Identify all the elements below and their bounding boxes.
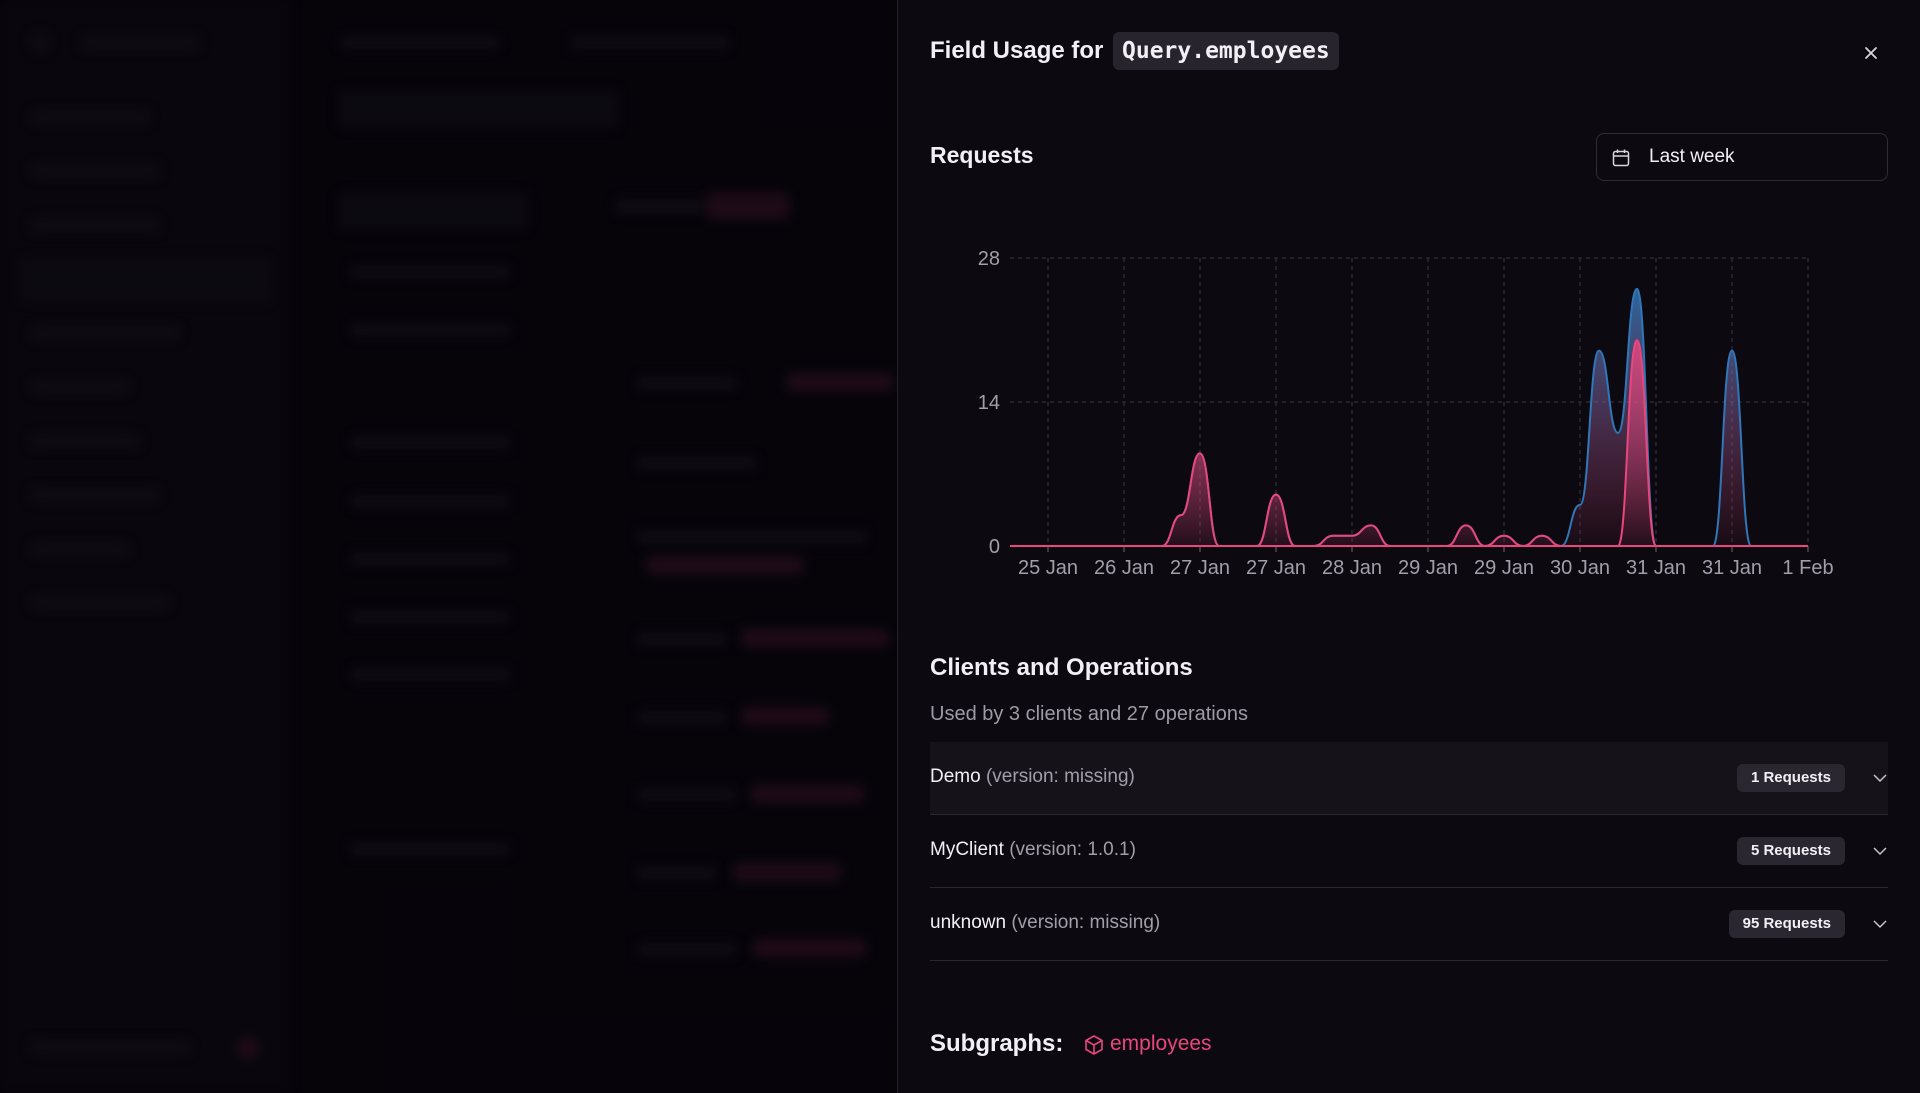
- client-version: (version: missing): [1011, 912, 1161, 933]
- section-title: Requests: [930, 142, 1034, 168]
- y-tick-label: 28: [978, 248, 1000, 270]
- x-tick-label: 29 Jan: [1474, 557, 1534, 579]
- section-title: Clients and Operations: [930, 654, 1193, 681]
- client-name: unknown: [930, 912, 1007, 933]
- client-row[interactable]: MyClient (version: 1.0.1) 5 Requests: [930, 815, 1888, 888]
- client-name: MyClient: [930, 839, 1004, 860]
- line: [1009, 339, 1808, 548]
- date-range-picker[interactable]: Last week: [1596, 133, 1888, 181]
- y-tick-label: 14: [978, 392, 1000, 414]
- x-tick-label: 1 Feb: [1782, 557, 1833, 579]
- area: [1010, 288, 1808, 546]
- x-tick-label: 26 Jan: [1094, 557, 1154, 579]
- x-tick-label: 25 Jan: [1018, 557, 1078, 579]
- expand-chevron[interactable]: [1872, 771, 1888, 785]
- area: [1010, 340, 1808, 546]
- section-subtitle: Used by 3 clients and 27 operations: [930, 703, 1248, 725]
- x-tick-label: 27 Jan: [1246, 557, 1306, 579]
- x-tick-label: 30 Jan: [1550, 557, 1610, 579]
- x-tick-label: 31 Jan: [1702, 557, 1762, 579]
- x-tick-label: 28 Jan: [1322, 557, 1382, 579]
- side-panel: Field Usage for Query.employees Requests…: [897, 0, 1920, 1093]
- x-tick-label: 29 Jan: [1398, 557, 1458, 579]
- panel-title: Field Usage for: [930, 37, 1104, 64]
- subgraph-link[interactable]: employees: [1110, 1032, 1212, 1055]
- request-count-badge: 95 Requests: [1728, 910, 1845, 938]
- client-version: (version: missing): [985, 766, 1135, 787]
- line: [1009, 287, 1808, 548]
- client-row[interactable]: unknown (version: missing) 95 Requests: [930, 888, 1888, 961]
- client-name-line: unknown (version: missing): [930, 912, 1160, 934]
- date-range-label: Last week: [1649, 146, 1735, 167]
- y-tick-label: 0: [989, 536, 1000, 558]
- client-row[interactable]: Demo (version: missing) 1 Requests: [930, 742, 1888, 815]
- x-tick-label: 27 Jan: [1170, 557, 1230, 579]
- expand-chevron[interactable]: [1872, 844, 1888, 858]
- client-name: Demo: [930, 766, 981, 787]
- request-count-badge: 1 Requests: [1736, 764, 1845, 792]
- calendar-icon: [1612, 149, 1630, 167]
- client-name-line: MyClient (version: 1.0.1): [930, 839, 1136, 861]
- section-title: Subgraphs:: [930, 1030, 1064, 1057]
- client-version: (version: 1.0.1): [1009, 839, 1136, 860]
- requests-chart: 0 14 28 25 Jan 26 Jan 27 Jan 27 Jan 28 Jan 29 Ja…: [978, 248, 1834, 579]
- blurred-background: [0, 0, 897, 1093]
- request-count-badge: 5 Requests: [1736, 837, 1845, 865]
- subgraph-icon: [1085, 1035, 1103, 1055]
- x-tick-label: 31 Jan: [1626, 557, 1686, 579]
- expand-chevron[interactable]: [1872, 917, 1888, 931]
- close-button[interactable]: [1858, 40, 1884, 66]
- field-code: Query.employees: [1113, 32, 1339, 70]
- client-name-line: Demo (version: missing): [930, 766, 1135, 788]
